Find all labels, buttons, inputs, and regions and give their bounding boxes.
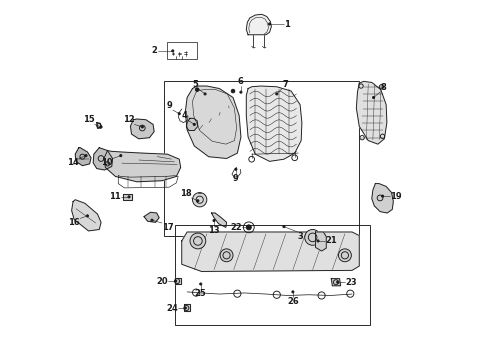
Polygon shape [371, 184, 392, 213]
Polygon shape [246, 86, 301, 161]
Circle shape [174, 280, 176, 282]
Circle shape [275, 93, 277, 95]
Circle shape [171, 50, 174, 52]
Circle shape [151, 219, 153, 221]
Circle shape [220, 249, 233, 262]
Text: 17: 17 [162, 223, 173, 232]
Circle shape [291, 291, 293, 293]
Text: 2: 2 [152, 46, 158, 55]
Polygon shape [122, 194, 131, 200]
Text: 24: 24 [166, 303, 178, 312]
Text: 10: 10 [101, 158, 113, 167]
Circle shape [196, 200, 199, 202]
Text: 7: 7 [282, 80, 287, 89]
Text: 20: 20 [157, 276, 168, 285]
Circle shape [338, 249, 351, 262]
Text: 5: 5 [192, 80, 198, 89]
Text: 18: 18 [180, 189, 191, 198]
Circle shape [120, 154, 122, 157]
Circle shape [246, 225, 251, 230]
Polygon shape [330, 279, 340, 286]
Polygon shape [130, 119, 154, 139]
Text: 23: 23 [344, 278, 356, 287]
Circle shape [336, 281, 338, 283]
Text: 9: 9 [233, 174, 238, 183]
Text: 15: 15 [82, 116, 94, 125]
Circle shape [128, 196, 130, 198]
Text: 14: 14 [67, 158, 79, 167]
Circle shape [246, 226, 249, 228]
Polygon shape [356, 81, 386, 144]
Circle shape [282, 226, 285, 228]
Circle shape [141, 126, 143, 128]
Polygon shape [93, 148, 112, 170]
Circle shape [304, 229, 320, 245]
Text: 12: 12 [122, 116, 134, 125]
Circle shape [316, 240, 319, 242]
Text: 9: 9 [167, 101, 172, 110]
Text: 4: 4 [181, 111, 187, 120]
Circle shape [239, 91, 242, 93]
Text: 11: 11 [109, 192, 121, 201]
Polygon shape [97, 123, 101, 129]
Circle shape [203, 93, 206, 95]
Polygon shape [186, 118, 198, 131]
Polygon shape [182, 232, 359, 271]
Circle shape [190, 233, 205, 249]
Text: 19: 19 [389, 192, 401, 201]
Bar [174, 225, 369, 325]
Polygon shape [246, 14, 271, 35]
Text: 26: 26 [286, 297, 298, 306]
Circle shape [231, 89, 234, 93]
Bar [163, 81, 359, 235]
Circle shape [199, 283, 202, 285]
Text: 6: 6 [238, 77, 244, 86]
Polygon shape [211, 213, 226, 227]
Circle shape [86, 215, 88, 217]
Text: 25: 25 [195, 289, 206, 298]
Circle shape [193, 123, 195, 126]
Text: 3: 3 [297, 232, 303, 241]
Polygon shape [104, 150, 180, 182]
Text: 1: 1 [284, 19, 289, 28]
Polygon shape [144, 212, 159, 222]
Circle shape [85, 154, 87, 157]
Polygon shape [75, 148, 91, 166]
Text: 13: 13 [208, 226, 220, 235]
Polygon shape [72, 200, 101, 231]
Text: 21: 21 [325, 237, 336, 246]
Circle shape [100, 126, 102, 128]
Text: 22: 22 [229, 223, 241, 232]
Circle shape [192, 193, 206, 207]
Circle shape [372, 96, 374, 99]
Circle shape [234, 168, 237, 170]
Polygon shape [174, 278, 180, 284]
Bar [166, 41, 197, 59]
Circle shape [184, 307, 186, 309]
Text: 8: 8 [379, 83, 385, 92]
Circle shape [268, 23, 270, 25]
Polygon shape [183, 305, 190, 311]
Text: 16: 16 [68, 219, 80, 228]
Circle shape [212, 220, 215, 222]
Polygon shape [185, 86, 241, 158]
Circle shape [178, 113, 180, 115]
Circle shape [195, 88, 199, 91]
Circle shape [381, 195, 383, 197]
Polygon shape [315, 232, 325, 251]
